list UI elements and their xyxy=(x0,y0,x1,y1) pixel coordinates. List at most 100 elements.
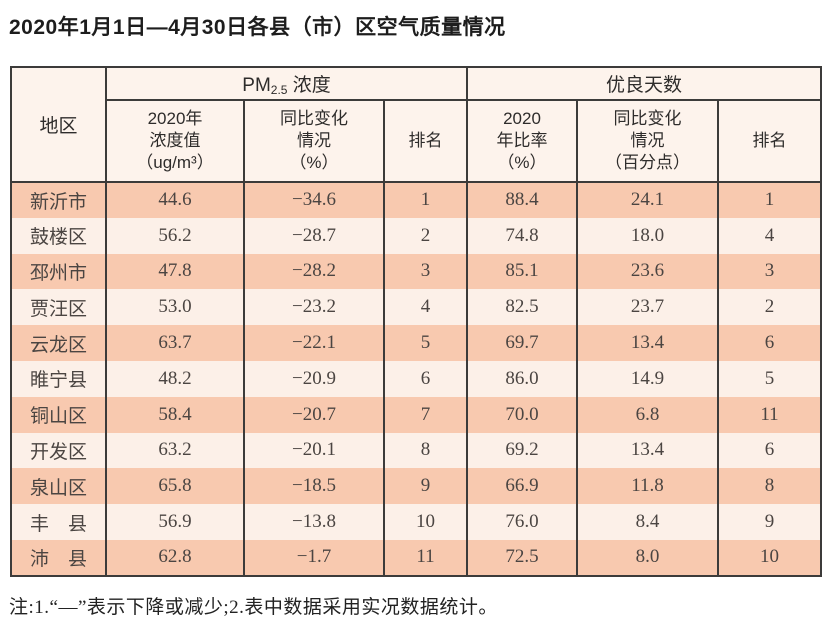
table-row: 新沂市 44.6 −34.6 1 88.4 24.1 1 xyxy=(10,182,823,218)
cell-good-rate: 70.0 xyxy=(466,396,578,433)
cell-region: 云龙区 xyxy=(10,325,107,361)
cell-region: 沛 县 xyxy=(10,539,107,576)
column-group-pm25: PM2.5 浓度 xyxy=(105,67,468,101)
cell-good-change: 14.9 xyxy=(576,360,719,397)
table-row: 云龙区 63.7 −22.1 5 69.7 13.4 6 xyxy=(10,325,823,361)
cell-good-rate: 85.1 xyxy=(466,253,578,290)
cell-region: 睢宁县 xyxy=(10,360,107,397)
table-group-header-row: 地区 PM2.5 浓度 优良天数 xyxy=(10,67,823,183)
cell-good-rate: 72.5 xyxy=(466,539,578,576)
cell-pm25-value: 44.6 xyxy=(105,182,245,218)
cell-pm25-rank: 7 xyxy=(383,396,468,433)
column-header-good-rank: 排名 xyxy=(716,100,823,183)
cell-pm25-value: 58.4 xyxy=(105,396,245,433)
cell-region: 新沂市 xyxy=(10,182,107,218)
cell-good-change: 23.6 xyxy=(576,253,719,290)
cell-good-change: 8.4 xyxy=(576,504,719,540)
cell-good-rate: 74.8 xyxy=(466,217,578,254)
cell-good-change: 8.0 xyxy=(576,539,719,576)
cell-good-rank: 8 xyxy=(716,468,823,505)
table-row: 邳州市 47.8 −28.2 3 85.1 23.6 3 xyxy=(10,253,823,290)
cell-good-rate: 66.9 xyxy=(466,468,578,505)
table-row: 睢宁县 48.2 −20.9 6 86.0 14.9 5 xyxy=(10,360,823,397)
table-sub-header-row: 2020年 浓度值 （ug/m³） 同比变化 情况 （%） 排名 2020 年比… xyxy=(11,100,823,183)
cell-good-rate: 76.0 xyxy=(466,504,578,540)
good-change-label: 同比变化 情况 （百分点） xyxy=(605,109,690,172)
cell-pm25-value: 65.8 xyxy=(105,468,245,505)
cell-region: 开发区 xyxy=(10,432,107,469)
cell-pm25-change: −20.1 xyxy=(243,432,385,469)
cell-good-rank: 3 xyxy=(716,253,823,290)
column-header-pm25-change: 同比变化 情况 （%） xyxy=(243,100,385,183)
cell-region: 泉山区 xyxy=(10,468,107,505)
cell-pm25-value: 53.0 xyxy=(105,289,245,326)
cell-good-rank: 4 xyxy=(716,217,823,254)
cell-region: 铜山区 xyxy=(10,396,107,433)
cell-good-rank: 5 xyxy=(716,360,823,397)
cell-pm25-change: −1.7 xyxy=(243,539,385,576)
column-header-pm25-value: 2020年 浓度值 （ug/m³） xyxy=(105,100,245,183)
cell-pm25-value: 48.2 xyxy=(105,360,245,397)
table-row: 贾汪区 53.0 −23.2 4 82.5 23.7 2 xyxy=(10,289,823,326)
cell-good-rate: 82.5 xyxy=(466,289,578,326)
column-header-pm25-rank: 排名 xyxy=(383,100,468,183)
table-row: 沛 县 62.8 −1.7 11 72.5 8.0 10 xyxy=(10,539,823,576)
cell-good-rank: 2 xyxy=(716,289,823,326)
pm25-label-rest: 浓度 xyxy=(287,75,331,96)
cell-region: 邳州市 xyxy=(10,253,107,290)
table-row: 铜山区 58.4 −20.7 7 70.0 6.8 11 xyxy=(10,396,823,433)
cell-good-rank: 6 xyxy=(716,432,823,469)
pm25-label: PM xyxy=(242,75,271,96)
cell-good-change: 6.8 xyxy=(576,396,719,433)
cell-good-change: 13.4 xyxy=(576,325,719,361)
cell-good-change: 18.0 xyxy=(576,217,719,254)
cell-pm25-change: −23.2 xyxy=(243,289,385,326)
cell-region: 贾汪区 xyxy=(10,289,107,326)
cell-pm25-value: 63.7 xyxy=(105,325,245,361)
cell-good-rate: 86.0 xyxy=(466,360,578,397)
column-group-good-days: 优良天数 xyxy=(465,67,823,101)
cell-pm25-change: −34.6 xyxy=(243,182,385,218)
cell-pm25-value: 63.2 xyxy=(105,432,245,469)
cell-pm25-change: −20.9 xyxy=(243,360,385,397)
cell-pm25-rank: 6 xyxy=(383,360,468,397)
cell-pm25-change: −20.7 xyxy=(243,396,385,433)
table-row: 泉山区 65.8 −18.5 9 66.9 11.8 8 xyxy=(10,468,823,505)
cell-good-change: 24.1 xyxy=(576,182,719,218)
cell-good-change: 11.8 xyxy=(576,468,719,505)
cell-pm25-change: −28.7 xyxy=(243,217,385,254)
cell-pm25-value: 56.2 xyxy=(105,217,245,254)
cell-pm25-rank: 10 xyxy=(383,504,468,540)
cell-good-rate: 69.7 xyxy=(466,325,578,361)
pm25-change-label: 同比变化 情况 （%） xyxy=(280,109,348,172)
cell-region: 鼓楼区 xyxy=(10,217,107,254)
page-title: 2020年1月1日—4月30日各县（市）区空气质量情况 xyxy=(9,16,506,39)
cell-pm25-rank: 4 xyxy=(383,289,468,326)
cell-pm25-value: 56.9 xyxy=(105,504,245,540)
pm25-value-label: 2020年 浓度值 （ug/m³） xyxy=(136,109,214,172)
cell-good-rank: 9 xyxy=(716,504,823,540)
cell-good-rank: 11 xyxy=(716,396,823,433)
cell-region: 丰 县 xyxy=(10,504,107,540)
good-rate-label: 2020 年比率 （%） xyxy=(496,109,548,172)
cell-good-rank: 10 xyxy=(716,539,823,576)
cell-pm25-change: −22.1 xyxy=(243,325,385,361)
cell-pm25-change: −13.8 xyxy=(243,504,385,540)
table-row: 鼓楼区 56.2 −28.7 2 74.8 18.0 4 xyxy=(10,217,823,254)
table-footnote: 注:1.“—”表示下降或减少;2.表中数据采用实况数据统计。 xyxy=(9,596,498,618)
cell-pm25-rank: 5 xyxy=(383,325,468,361)
table-row: 开发区 63.2 −20.1 8 69.2 13.4 6 xyxy=(10,432,823,469)
cell-good-change: 23.7 xyxy=(576,289,719,326)
cell-good-rate: 88.4 xyxy=(466,182,578,218)
pm25-subscript: 2.5 xyxy=(270,83,288,97)
cell-pm25-change: −18.5 xyxy=(243,468,385,505)
air-quality-table: 地区 PM2.5 浓度 优良天数 2020年 浓度值 （ug/m³） 同比变化 … xyxy=(10,66,823,577)
column-header-good-rate: 2020 年比率 （%） xyxy=(466,100,578,183)
column-header-good-change: 同比变化 情况 （百分点） xyxy=(576,100,719,183)
cell-pm25-value: 47.8 xyxy=(105,253,245,290)
cell-pm25-value: 62.8 xyxy=(105,539,245,576)
cell-pm25-rank: 2 xyxy=(383,217,468,254)
table-row: 丰 县 56.9 −13.8 10 76.0 8.4 9 xyxy=(10,504,823,540)
cell-pm25-rank: 1 xyxy=(383,182,468,218)
column-header-region: 地区 xyxy=(10,67,107,183)
